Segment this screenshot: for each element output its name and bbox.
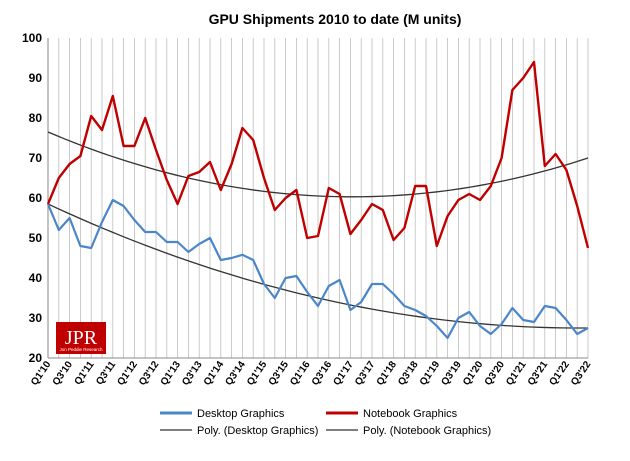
x-tick-label: Q3'20 [483,359,508,388]
y-tick-label: 60 [29,191,43,205]
trendlines [47,131,589,329]
x-tick-label: Q1'14 [202,359,227,388]
x-tick-label: Q3'14 [223,359,248,388]
legend: Desktop Graphics Notebook Graphics Poly.… [160,408,491,437]
y-tick-label: 70 [29,151,43,165]
x-tick-label: Q3'15 [267,359,292,388]
y-tick-label: 100 [22,31,42,45]
x-tick-label: Q3'10 [51,359,76,388]
legend-label-poly-notebook: Poly. (Notebook Graphics) [363,425,491,437]
x-tick-label: Q3'11 [94,359,118,387]
axes [47,38,588,359]
trendline-notebook [47,131,589,198]
legend-label-desktop: Desktop Graphics [197,408,285,420]
series-line-notebook [46,60,590,249]
x-tick-label: Q1'16 [288,359,313,388]
x-tick-label: Q3'17 [353,359,378,388]
logo-text: JPR [65,327,98,349]
x-tick-label: Q3'22 [569,359,594,388]
x-tick-label: Q3'21 [526,359,551,388]
x-tick-label: Q1'22 [547,359,572,388]
x-tick-label: Q1'11 [73,359,97,387]
x-tick-label: Q1'18 [375,359,400,388]
legend-label-poly-desktop: Poly. (Desktop Graphics) [197,425,318,437]
x-tick-label: Q1'12 [115,359,140,388]
y-tick-label: 30 [29,311,43,325]
x-tick-label: Q3'16 [310,359,335,388]
x-tick-label: Q1'20 [461,359,486,388]
x-tick-label: Q3'13 [180,359,205,388]
x-tick-labels: Q1'10Q3'10Q1'11Q3'11Q1'12Q3'12Q1'13Q3'13… [29,359,594,388]
x-tick-label: Q3'19 [439,359,464,388]
y-tick-label: 90 [29,71,43,85]
legend-label-notebook: Notebook Graphics [363,408,458,420]
y-tick-labels: 20 30 40 50 60 70 80 90 100 [22,31,42,365]
x-tick-label: Q3'18 [396,359,421,388]
x-tick-label: Q1'15 [245,359,270,388]
y-tick-label: 20 [29,351,43,365]
trendline-desktop [47,203,589,329]
logo-tagline: Jon Peddie Research [59,347,103,352]
y-tick-label: 40 [29,271,43,285]
y-tick-label: 80 [29,111,43,125]
vertical-gridlines [58,38,589,358]
y-tick-label: 50 [29,231,43,245]
jpr-logo: JPR Jon Peddie Research [56,322,106,354]
logo-background [56,322,106,354]
x-tick-label: Q1'19 [418,359,443,388]
x-tick-label: Q3'12 [137,359,162,388]
x-tick-label: Q1'17 [331,359,356,388]
series-line-desktop [46,198,589,340]
x-tick-label: Q1'13 [159,359,184,388]
x-tick-label: Q1'21 [504,359,529,388]
chart-title: GPU Shipments 2010 to date (M units) [209,11,462,27]
data-series [46,60,590,340]
